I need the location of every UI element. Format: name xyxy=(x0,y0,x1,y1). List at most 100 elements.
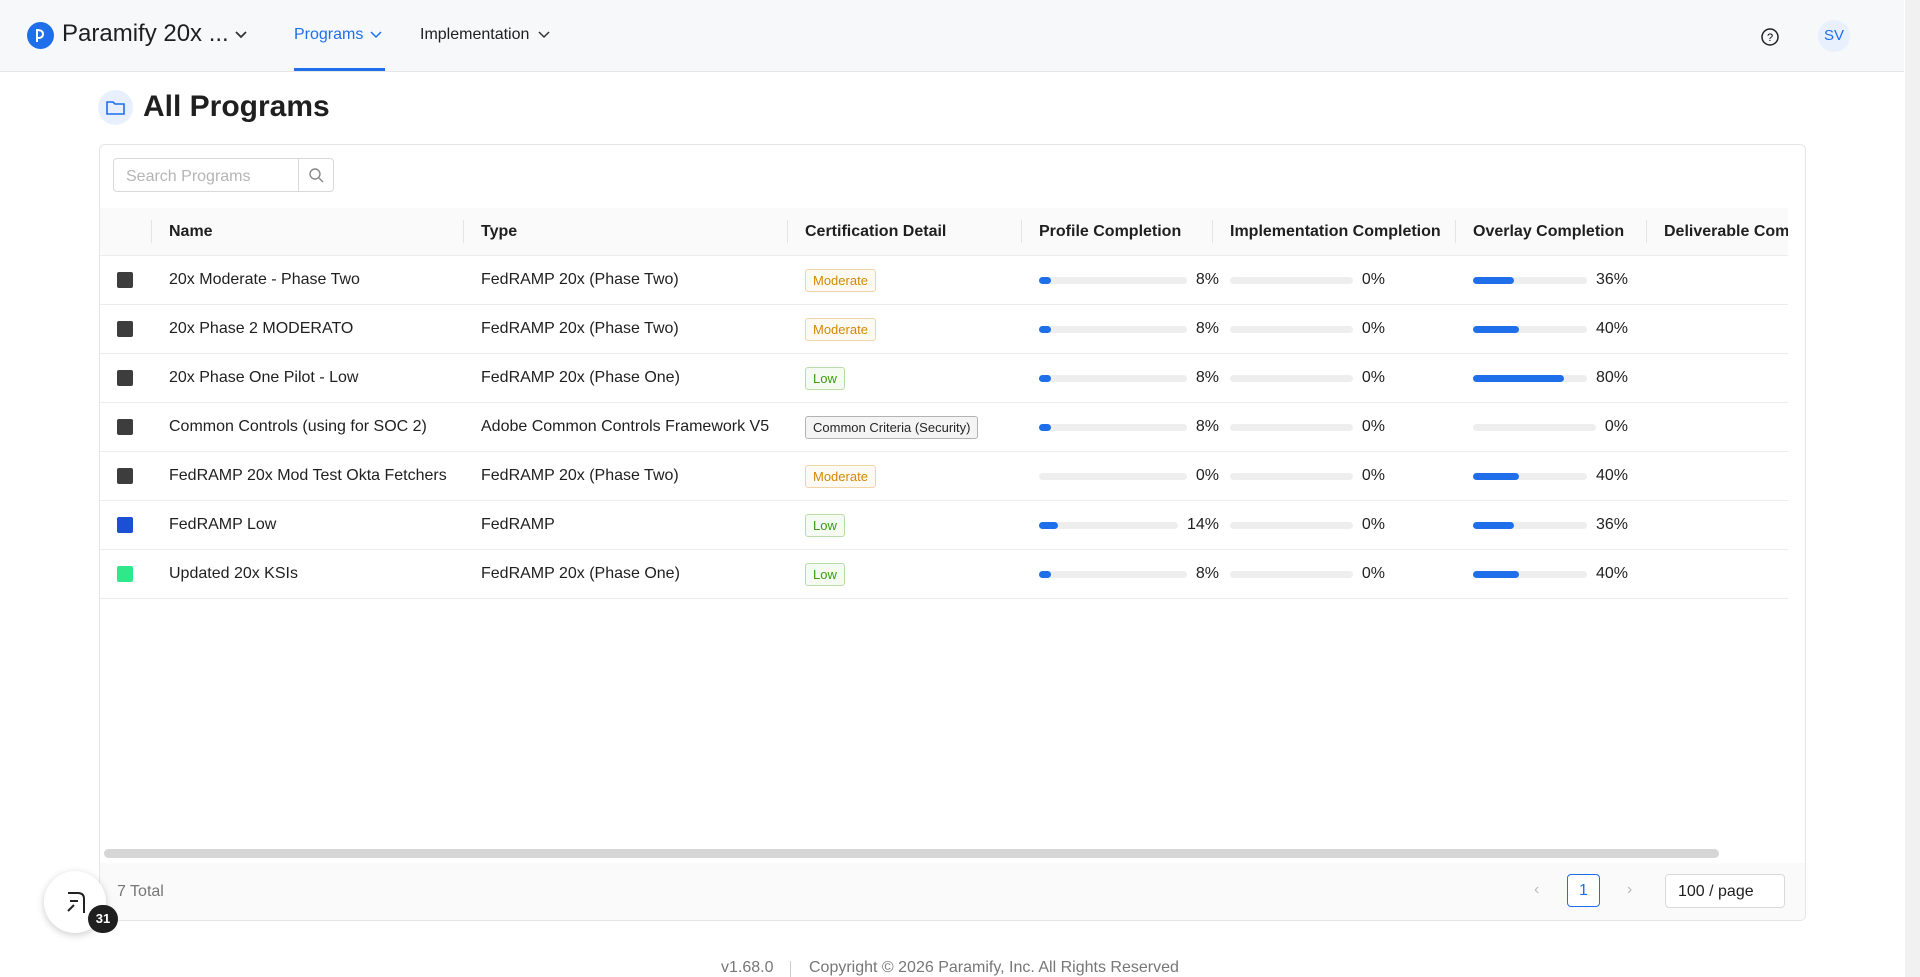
progress: 40% xyxy=(1473,467,1628,485)
cell: 80% xyxy=(1473,354,1628,402)
progress-track xyxy=(1473,325,1587,333)
table-row[interactable]: 20x Moderate - Phase Two FedRAMP 20x (Pha… xyxy=(100,256,1788,305)
cell: FedRAMP xyxy=(481,501,787,549)
cell: 36% xyxy=(1473,501,1628,549)
brand[interactable]: Paramify 20x ... xyxy=(62,20,229,47)
table-row[interactable]: Common Controls (using for SOC 2) Adobe C… xyxy=(100,403,1788,452)
header-cell xyxy=(100,208,151,256)
cell: FedRAMP 20x Mod Test Okta Fetchers xyxy=(169,452,463,500)
column-divider xyxy=(1455,220,1456,243)
progress-bar xyxy=(1473,276,1515,284)
program-name[interactable]: Common Controls (using for SOC 2) xyxy=(169,418,427,435)
progress-bar xyxy=(1473,521,1515,529)
page-size-select[interactable]: 100 / page xyxy=(1665,874,1785,908)
cell: Common Criteria (Security) xyxy=(805,403,1021,451)
progress-label: 8% xyxy=(1195,271,1219,288)
page-number[interactable]: 1 xyxy=(1567,874,1600,907)
cell: 40% xyxy=(1473,305,1628,353)
table-row[interactable]: FedRAMP Low FedRAMP Low 14% 0% 36% xyxy=(100,501,1788,550)
program-type: FedRAMP 20x (Phase Two) xyxy=(481,467,679,484)
nav-item[interactable]: Programs xyxy=(294,26,364,43)
column-divider xyxy=(151,220,152,243)
program-name[interactable]: FedRAMP Low xyxy=(169,516,277,533)
progress-track xyxy=(1230,276,1353,284)
cell: 0% xyxy=(1230,354,1385,402)
cell: 0% xyxy=(1473,403,1628,451)
progress-label: 40% xyxy=(1595,467,1628,484)
user-avatar[interactable]: SV xyxy=(1818,20,1850,52)
column-divider xyxy=(1021,220,1022,243)
prev-page[interactable]: ‹ xyxy=(1534,881,1540,898)
logo[interactable] xyxy=(27,22,54,49)
cell: Moderate xyxy=(805,305,1021,353)
progress: 40% xyxy=(1473,565,1628,583)
color-swatch xyxy=(117,517,133,533)
progress-label: 14% xyxy=(1186,516,1219,533)
cert-tag: Moderate xyxy=(805,317,876,341)
cell xyxy=(100,452,151,500)
progress: 8% xyxy=(1039,271,1219,289)
progress-label: 0% xyxy=(1361,418,1385,435)
cell: FedRAMP 20x (Phase Two) xyxy=(481,256,787,304)
cell xyxy=(100,354,151,402)
progress-label: 0% xyxy=(1361,320,1385,337)
program-name[interactable]: 20x Phase 2 MODERATO xyxy=(169,320,354,337)
program-type: Adobe Common Controls Framework V5 xyxy=(481,418,770,435)
progress: 8% xyxy=(1039,418,1219,436)
progress-track xyxy=(1473,521,1587,529)
nav-item[interactable]: Implementation xyxy=(420,26,530,43)
cell: 14% xyxy=(1039,501,1219,549)
cell: FedRAMP Low xyxy=(169,501,463,549)
progress-label: 0% xyxy=(1604,418,1628,435)
header: Paramify 20x ... Programs Implementation… xyxy=(0,0,1904,72)
progress-track xyxy=(1473,374,1587,382)
program-name[interactable]: Updated 20x KSIs xyxy=(169,565,298,582)
header-cell: Overlay Completion xyxy=(1455,208,1646,256)
program-name[interactable]: FedRAMP 20x Mod Test Okta Fetchers xyxy=(169,467,447,484)
chevron xyxy=(538,31,550,39)
search-input[interactable]: Search Programs xyxy=(113,158,299,192)
progress-bar xyxy=(1473,472,1519,480)
cell: 8% xyxy=(1039,354,1219,402)
cell: 0% xyxy=(1230,403,1385,451)
cell: 8% xyxy=(1039,305,1219,353)
program-name[interactable]: 20x Moderate - Phase Two xyxy=(169,271,360,288)
cell: Low xyxy=(805,354,1021,402)
cell: 36% xyxy=(1473,256,1628,304)
cert-tag: Moderate xyxy=(805,464,876,488)
progress: 0% xyxy=(1230,467,1385,485)
progress-label: 36% xyxy=(1595,271,1628,288)
scrollbar xyxy=(1905,0,1920,977)
progress-label: 0% xyxy=(1361,516,1385,533)
cell: 0% xyxy=(1039,452,1219,500)
column-divider xyxy=(1212,220,1213,243)
progress-label: 8% xyxy=(1195,320,1219,337)
color-swatch xyxy=(117,566,133,582)
search-button[interactable] xyxy=(298,158,334,192)
table-row[interactable]: FedRAMP 20x Mod Test Okta Fetchers FedRAM… xyxy=(100,452,1788,501)
cert-tag: Moderate xyxy=(805,268,876,292)
cell: 40% xyxy=(1473,550,1628,598)
table-row[interactable]: Updated 20x KSIs FedRAMP 20x (Phase One) L… xyxy=(100,550,1788,599)
progress-track xyxy=(1230,374,1353,382)
progress-label: 36% xyxy=(1595,516,1628,533)
header-cell: Deliverable Completion xyxy=(1646,208,1788,256)
column-title: Deliverable Completion xyxy=(1664,223,1788,240)
table-row[interactable]: 20x Phase 2 MODERATO FedRAMP 20x (Phase T… xyxy=(100,305,1788,354)
separator xyxy=(790,961,791,977)
page-size: 100 / page xyxy=(1678,883,1754,900)
brand-chevron[interactable] xyxy=(234,30,248,40)
cell: FedRAMP 20x (Phase One) xyxy=(481,550,787,598)
program-name[interactable]: 20x Phase One Pilot - Low xyxy=(169,369,359,386)
next-page[interactable]: › xyxy=(1627,881,1633,898)
color-swatch xyxy=(117,272,133,288)
progress-track xyxy=(1039,325,1187,333)
progress-label: 0% xyxy=(1195,467,1219,484)
progress-label: 80% xyxy=(1595,369,1628,386)
cell: 40% xyxy=(1473,452,1628,500)
progress-track xyxy=(1230,325,1353,333)
help-icon[interactable]: ? xyxy=(1761,28,1779,46)
progress-label: 0% xyxy=(1361,467,1385,484)
table-row[interactable]: 20x Phase One Pilot - Low FedRAMP 20x (Ph… xyxy=(100,354,1788,403)
cell: FedRAMP 20x (Phase Two) xyxy=(481,305,787,353)
